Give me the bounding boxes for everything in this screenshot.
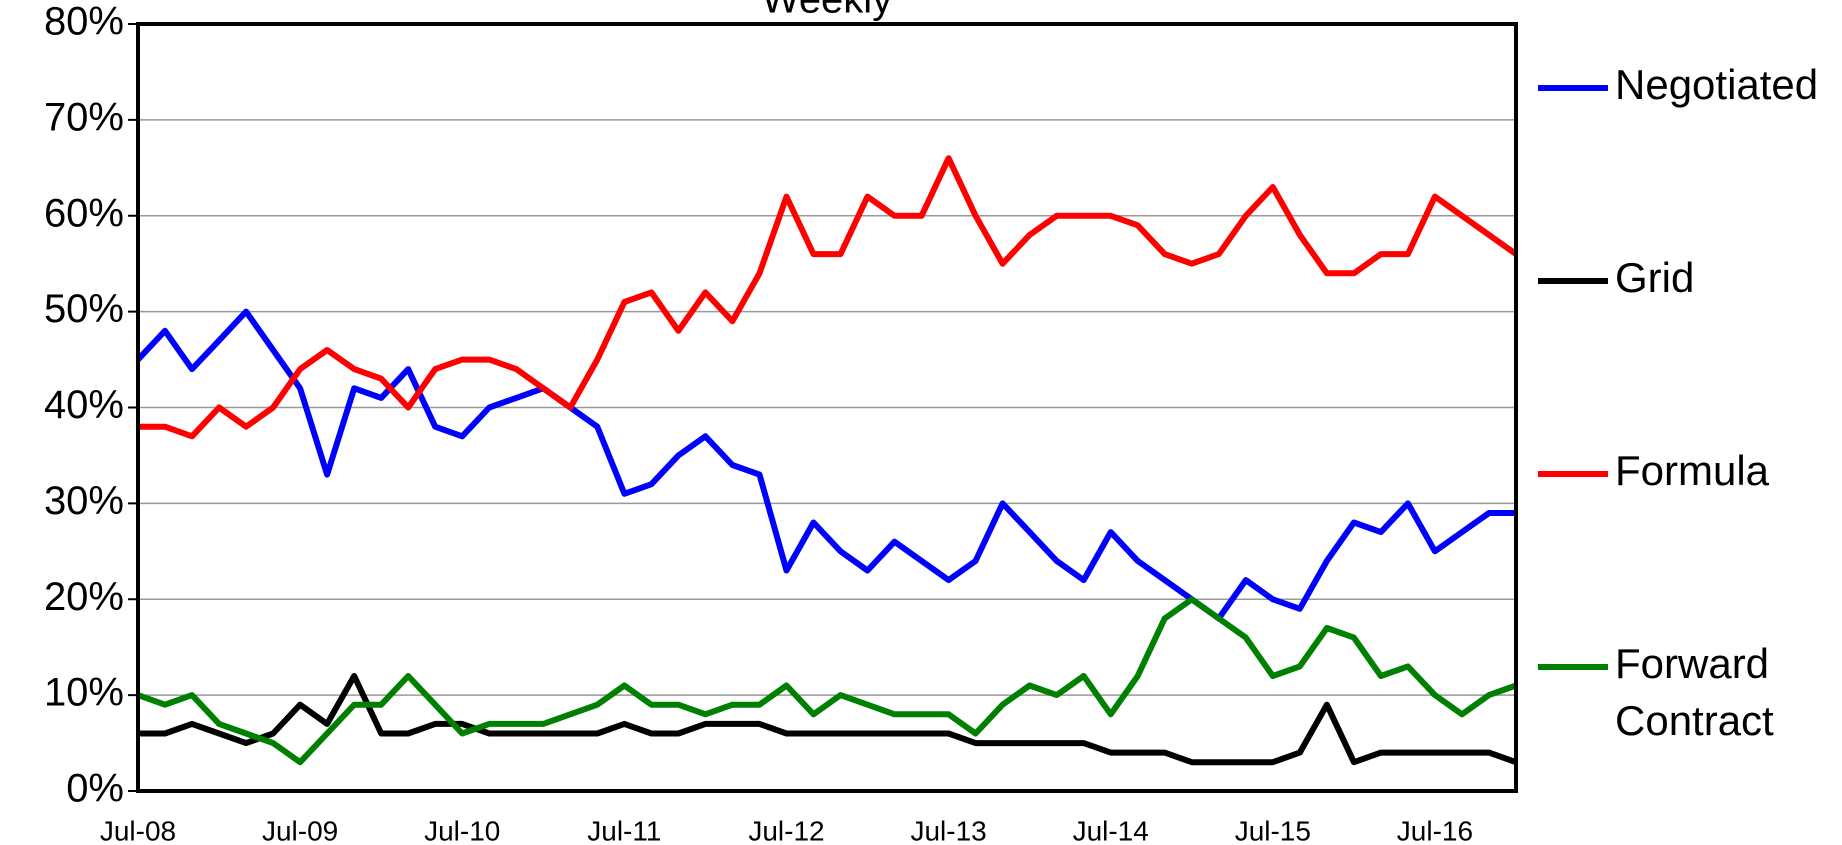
x-tick-label: Jul-13 (910, 815, 986, 845)
x-tick-label: Jul-09 (262, 815, 338, 845)
legend-label: Grid (1615, 254, 1694, 301)
legend-label: Forward Contract (1615, 640, 1774, 744)
x-tick-label: Jul-12 (748, 815, 824, 845)
chart-title: Weekly (762, 0, 892, 22)
y-tick-label: 40% (44, 383, 124, 427)
x-tick-label: Jul-16 (1397, 815, 1473, 845)
legend-label: Negotiated (1615, 61, 1818, 108)
y-tick-label: 50% (44, 287, 124, 331)
y-tick-label: 0% (66, 767, 124, 811)
series-line (138, 155, 1518, 440)
y-tick-label: 30% (44, 479, 124, 523)
legend-label: Formula (1615, 447, 1770, 494)
plot-frame (136, 22, 1518, 793)
x-tick-label: Jul-08 (100, 815, 176, 845)
y-tick-label: 80% (44, 0, 124, 44)
x-tick-label: Jul-10 (424, 815, 500, 845)
series-line (136, 596, 1518, 766)
series-line (135, 308, 1516, 622)
y-tick-label: 10% (44, 671, 124, 715)
y-tick-label: 70% (44, 95, 124, 139)
y-tick-label: 20% (44, 575, 124, 619)
x-tick-label: Jul-11 (587, 815, 661, 845)
x-tick-label: Jul-14 (1073, 815, 1149, 845)
x-tick-label: Jul-15 (1235, 815, 1311, 845)
y-tick-label: 60% (44, 191, 124, 235)
